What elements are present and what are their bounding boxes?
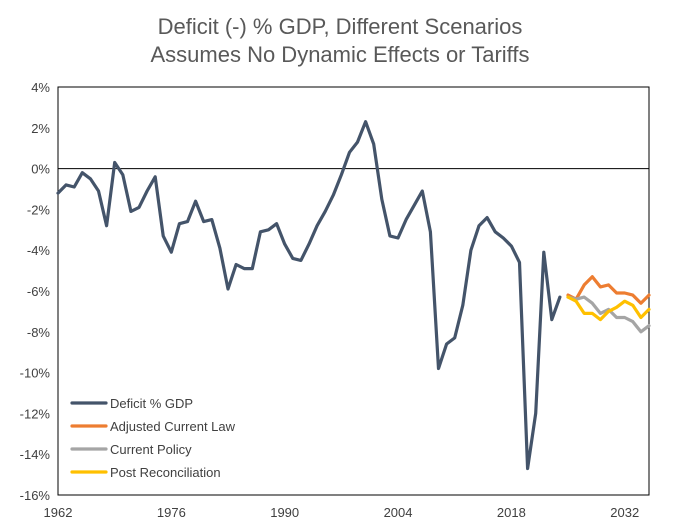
y-tick-label: -8% [27,325,51,340]
series-layer [56,120,651,471]
y-tick-label: -2% [27,202,51,217]
y-tick-label: -4% [27,243,51,258]
y-tick-label: -12% [20,406,51,421]
chart-subtitle: Assumes No Dynamic Effects or Tariffs [150,42,530,67]
y-tick-label: 0% [31,162,50,177]
x-tick-label: 2018 [497,505,526,520]
x-tick-label: 1990 [270,505,299,520]
series-line-post-reconciliation [566,295,651,322]
x-tick-label: 2032 [610,505,639,520]
legend-label-deficit-gdp: Deficit % GDP [110,396,193,411]
x-tick-label: 1976 [157,505,186,520]
y-tick-label: 2% [31,121,50,136]
y-tick-label: -10% [20,366,51,381]
legend-label-current-policy: Current Policy [110,442,192,457]
chart-title: Deficit (-) % GDP, Different Scenarios [157,14,523,39]
series-line-deficit-gdp [56,120,562,471]
chart-axes: 4% 2% 0% -2% -4% -6% -8% -10% -12% -14% -16% 1962 19… [20,80,650,520]
legend-label-adjusted-current-law: Adjusted Current Law [110,419,236,434]
y-tick-label: -14% [20,447,51,462]
y-tick-label: 4% [31,80,50,95]
series-line-adjusted-current-law [566,275,651,305]
chart-legend: Deficit % GDP Adjusted Current Law Current… [70,396,236,480]
x-tick-label: 1962 [44,505,73,520]
y-tick-label: -6% [27,284,51,299]
legend-label-post-reconciliation: Post Reconciliation [110,465,221,480]
series-line-current-policy [566,295,651,334]
plot-frame [57,86,650,496]
y-tick-label: -16% [20,488,51,503]
x-tick-label: 2004 [384,505,413,520]
